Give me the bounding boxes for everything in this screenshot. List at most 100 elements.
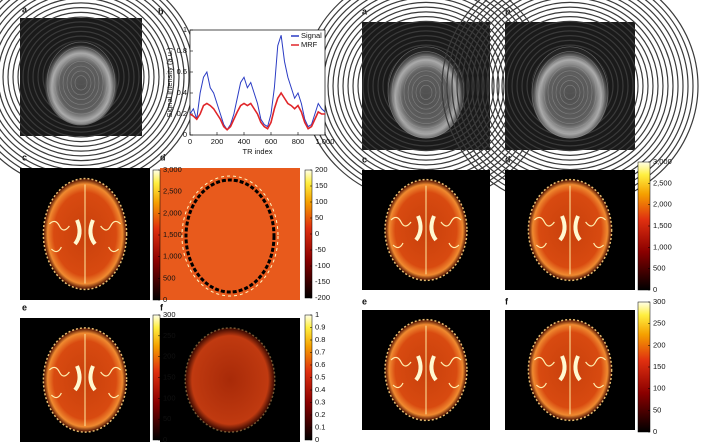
gyri <box>533 356 607 389</box>
ring-artifact <box>543 60 597 124</box>
brain-rim <box>527 178 613 282</box>
ventricle <box>73 365 97 392</box>
panel-label: e <box>362 296 367 306</box>
ring-artifact <box>395 56 457 129</box>
panel-label: a <box>362 6 368 16</box>
colorbar-tick-label: 1,000 <box>163 252 182 261</box>
brain-rim <box>184 327 276 433</box>
colorbar-tick-label: 0.9 <box>315 322 325 331</box>
ring-artifact <box>62 61 100 105</box>
ring-artifact <box>506 25 634 147</box>
panel-label: f <box>160 302 164 312</box>
ring-artifact <box>419 84 433 100</box>
brain-rim <box>384 178 468 282</box>
y-axis-label: Signal intensity (a.u.) <box>165 47 174 118</box>
ring-artifact <box>531 46 609 139</box>
brain-outline <box>181 175 279 297</box>
ring-artifact <box>387 46 465 139</box>
colorbar-tick-label: 1 <box>315 310 319 319</box>
colorbar-tick-label: 150 <box>315 181 328 190</box>
gyri <box>48 220 122 253</box>
ring-artifact <box>407 70 445 115</box>
ring-artifact <box>58 56 104 110</box>
ring-artifact <box>50 46 112 120</box>
ring-artifact <box>539 56 601 129</box>
ring-artifact <box>563 84 577 100</box>
ring-artifact <box>403 65 449 120</box>
colorbar-tick-label: 150 <box>653 362 666 371</box>
brain-outline <box>184 178 276 294</box>
colorbar-tick-label: 200 <box>163 352 176 361</box>
ring-artifact <box>22 21 140 133</box>
ventricle <box>558 355 582 382</box>
colorbar-tick-label: 250 <box>653 319 666 328</box>
colorbar-tick-label: 2,000 <box>653 200 672 209</box>
colorbar-tick-label: 1,500 <box>163 230 182 239</box>
ring-artifact <box>7 7 155 147</box>
ring-artifact <box>551 70 589 115</box>
ring-artifact <box>481 1 659 171</box>
ring-artifact <box>367 30 485 142</box>
colorbar-tick-label: 300 <box>163 310 176 319</box>
x-tick-label: 600 <box>265 137 278 146</box>
y-tick-label: 0.8 <box>177 46 187 55</box>
ring-artifact <box>54 51 108 115</box>
colorbar-tick-label: 0.2 <box>315 410 325 419</box>
ring-artifact <box>391 51 461 134</box>
ring-artifact <box>411 75 441 110</box>
colorbar-tick-label: 0 <box>653 427 657 436</box>
x-axis-label: TR index <box>242 147 272 156</box>
ring-artifact <box>70 70 92 96</box>
gyri <box>390 216 462 249</box>
panel-label: c <box>362 154 367 164</box>
colorbar-tick-label: 100 <box>163 393 176 402</box>
colorbar-tick-label: -50 <box>315 245 326 254</box>
brain-rim <box>42 327 128 433</box>
colorbar-tick-label: 500 <box>653 264 666 273</box>
panel-label: b <box>158 6 164 16</box>
ring-artifact <box>352 16 500 156</box>
colorbar-tick-label: 0 <box>315 435 319 444</box>
gyri <box>48 366 122 399</box>
colorbar-tick-label: 100 <box>315 197 328 206</box>
x-tick-label: 200 <box>211 137 224 146</box>
panel-label: e <box>22 302 27 312</box>
colorbar-tick-label: 2,000 <box>163 208 182 217</box>
ventricle <box>414 355 438 382</box>
ring-artifact <box>66 65 96 101</box>
colorbar-tick-label: 200 <box>315 165 328 174</box>
colorbar-tick-label: 200 <box>653 340 666 349</box>
ring-artifact <box>559 80 581 105</box>
y-tick-label: 0.4 <box>177 88 187 97</box>
colorbar-tick-label: 50 <box>653 405 661 414</box>
colorbar-tick-label: 0.4 <box>315 385 325 394</box>
ring-artifact <box>491 11 649 161</box>
ring-artifact <box>555 75 585 110</box>
ring-artifact <box>511 30 629 142</box>
colorbar-tick-label: 50 <box>315 213 323 222</box>
colorbar-tick-label: 0.7 <box>315 347 325 356</box>
colorbar-tick-label: 0.1 <box>315 422 325 431</box>
brain <box>185 327 275 433</box>
ring-artifact <box>547 65 593 120</box>
colorbar-tick-label: 300 <box>653 297 666 306</box>
colorbar-tick-label: 0.6 <box>315 360 325 369</box>
legend-label: MRF <box>301 40 318 49</box>
ring-artifact <box>27 26 135 128</box>
colorbar-tick-label: -200 <box>315 293 330 302</box>
colorbar-tick-label: 0 <box>653 285 657 294</box>
ring-artifact <box>347 11 505 161</box>
colorbar-tick-label: 150 <box>163 372 176 381</box>
ring-artifact <box>486 6 654 166</box>
ring-artifact <box>46 41 116 125</box>
colorbar-tick-label: 0 <box>163 295 167 304</box>
panel-label: f <box>505 296 509 306</box>
brain-rim <box>527 318 613 422</box>
colorbar-tick-label: 3,000 <box>163 165 182 174</box>
colorbar-tick-label: 0.8 <box>315 335 325 344</box>
colorbar-tick-label: 0.3 <box>315 397 325 406</box>
colorbar-tick-label: 1,500 <box>653 221 672 230</box>
colorbar-tick-label: 3,000 <box>653 157 672 166</box>
mri-image <box>160 168 300 300</box>
y-tick-label: 0.6 <box>177 67 187 76</box>
